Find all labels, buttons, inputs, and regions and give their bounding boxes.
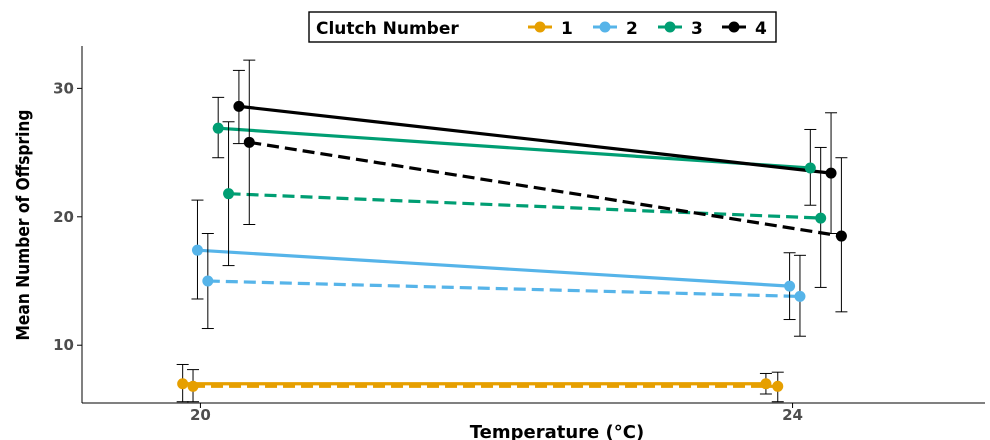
data-point-3 xyxy=(223,188,235,200)
y-tick-label: 30 xyxy=(53,79,74,97)
x-axis-title: Temperature (°C) xyxy=(470,422,644,440)
data-point-3 xyxy=(815,212,827,224)
data-point-4 xyxy=(233,100,245,112)
data-point-1 xyxy=(187,380,199,392)
data-point-3 xyxy=(804,162,816,174)
data-point-2 xyxy=(191,244,203,256)
series-line-2-dashed xyxy=(207,279,801,299)
y-tick-label: 10 xyxy=(53,336,74,354)
data-point-2 xyxy=(794,290,806,302)
axes xyxy=(81,46,985,404)
y-tick-label: 20 xyxy=(53,208,74,226)
x-tick-label: 24 xyxy=(782,406,803,424)
data-point-2 xyxy=(784,280,796,292)
x-ticks: 20 24 xyxy=(190,403,803,424)
data-points xyxy=(177,100,847,392)
legend-entry-label: 1 xyxy=(561,19,573,39)
data-point-1 xyxy=(772,380,784,392)
y-ticks: 10 20 30 xyxy=(53,79,82,354)
data-point-2 xyxy=(202,275,214,287)
series-line-3-dashed xyxy=(228,192,821,220)
data-point-4 xyxy=(243,136,255,148)
error-bars xyxy=(176,59,848,403)
series-line-2-solid xyxy=(197,248,790,288)
legend-entry-label: 2 xyxy=(626,19,638,39)
legend-key-point xyxy=(534,21,546,33)
legend-key-point xyxy=(664,21,676,33)
data-point-1 xyxy=(177,378,189,390)
data-point-4 xyxy=(835,230,847,242)
legend: Clutch Number 1 2 3 4 xyxy=(308,11,777,43)
legend-key-point xyxy=(599,21,611,33)
data-point-4 xyxy=(825,167,837,179)
legend-entry-label: 3 xyxy=(691,19,703,39)
data-point-3 xyxy=(212,122,224,134)
data-point-1 xyxy=(760,378,772,390)
legend-title: Clutch Number xyxy=(316,19,459,39)
legend-entry-label: 4 xyxy=(755,19,767,39)
y-axis-title: Mean Number of Offspring xyxy=(12,110,33,341)
legend-key-point xyxy=(728,21,740,33)
legend-keys: 1 2 3 4 xyxy=(528,19,767,39)
series-line-4-solid xyxy=(238,104,832,175)
series-layer xyxy=(176,59,848,403)
series-line-4-dashed xyxy=(249,140,842,238)
series-line-3-solid xyxy=(218,126,811,170)
x-tick-label: 20 xyxy=(190,406,211,424)
series-lines xyxy=(182,104,842,388)
